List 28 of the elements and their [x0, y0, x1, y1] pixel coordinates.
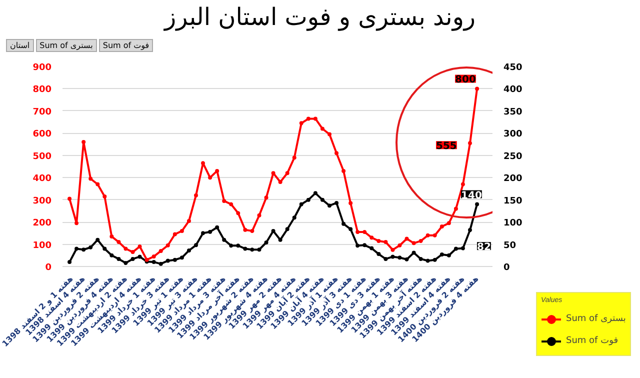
y-tick-label: 900 — [32, 63, 52, 73]
text: استان — [6, 39, 34, 52]
y-tick-label: 800 — [32, 85, 52, 96]
y2-tick-label: 100 — [504, 218, 522, 229]
y-tick-label: 500 — [32, 152, 52, 162]
chart-title: روند بستری و فوت استان البرز — [162, 2, 477, 33]
y2-tick-label: 200 — [504, 174, 522, 184]
y2-tick-label: 450 — [504, 63, 522, 73]
y-tick-label: 200 — [32, 218, 52, 229]
text: Sum of فوت — [98, 39, 154, 52]
text: Sum of بستری — [36, 39, 97, 52]
y-tick-label: 400 — [32, 174, 52, 184]
legend-label: Sum of فوت — [566, 335, 618, 347]
y-tick-label: 0 — [45, 263, 52, 273]
data-label: 800 — [455, 74, 476, 86]
y2-tick-label: 150 — [504, 196, 522, 206]
y-tick-label: 700 — [32, 107, 52, 118]
y-tick-label: 100 — [32, 240, 52, 251]
y-tick-label: 600 — [32, 130, 52, 140]
y-tick-label: 300 — [32, 196, 52, 206]
y2-tick-label: 300 — [504, 130, 522, 140]
y2-tick-label: 0 — [504, 263, 510, 273]
y2-tick-label: 250 — [504, 152, 522, 162]
y2-tick-label: 50 — [504, 240, 516, 251]
y2-tick-label: 400 — [504, 85, 522, 96]
data-label: 140 — [461, 190, 482, 202]
legend-label: Sum of بستری — [566, 313, 626, 325]
y2-tick-label: 350 — [504, 107, 522, 118]
